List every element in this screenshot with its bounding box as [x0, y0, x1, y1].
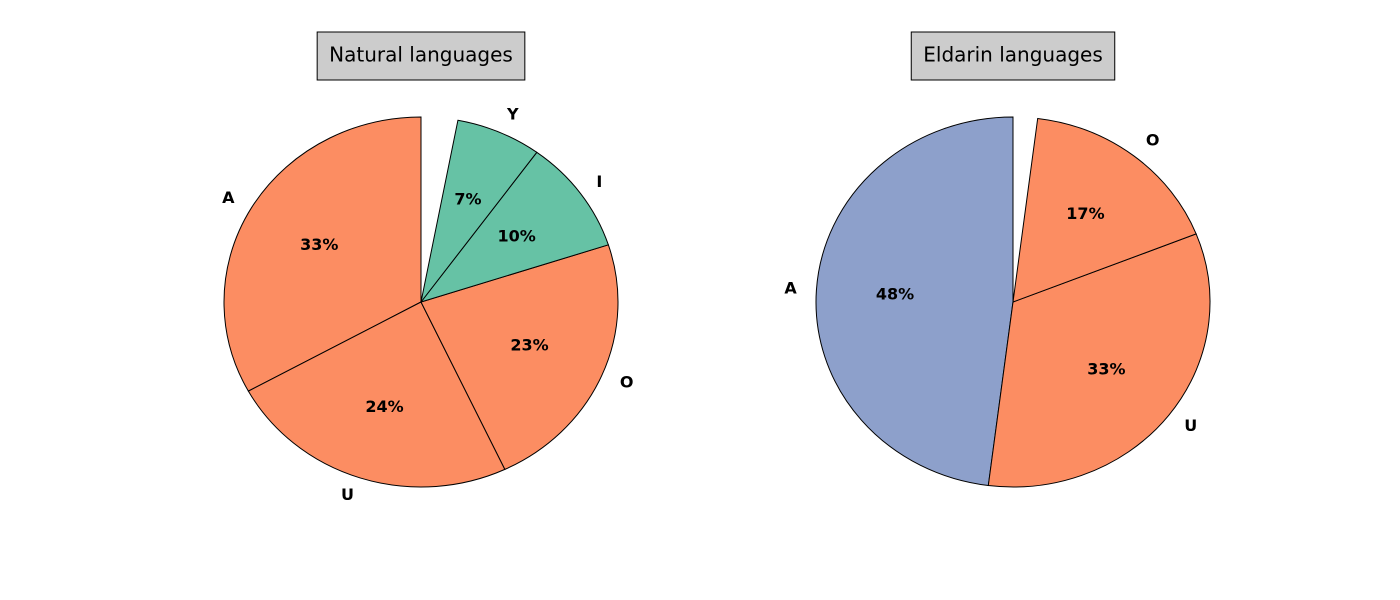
pie-wedge — [420, 244, 619, 471]
value-label: 33% — [300, 235, 338, 254]
title-box — [316, 31, 526, 81]
category-label: O — [620, 372, 634, 391]
value-label: 23% — [510, 336, 548, 355]
pie-wedge — [1012, 117, 1197, 303]
pie-wedge — [987, 233, 1211, 488]
pie-wedge — [815, 116, 1014, 487]
category-label: O — [1146, 131, 1160, 150]
pie-wedge — [247, 301, 506, 488]
value-label: 7% — [454, 190, 481, 209]
category-label: U — [341, 485, 354, 504]
value-label: 48% — [876, 285, 914, 304]
value-label: 33% — [1087, 360, 1125, 379]
category-label: I — [596, 172, 602, 191]
value-label: 24% — [365, 397, 403, 416]
chart-title: Eldarin languages — [923, 43, 1103, 67]
category-label: A — [784, 279, 797, 298]
title-box — [910, 31, 1116, 81]
value-label: 10% — [497, 226, 535, 245]
pie-wedge — [420, 119, 538, 303]
chart-title: Natural languages — [329, 43, 513, 67]
category-label: Y — [506, 105, 519, 124]
value-label: 17% — [1066, 204, 1104, 223]
pie-wedge — [223, 116, 422, 392]
category-label: U — [1184, 416, 1197, 435]
category-label: A — [222, 188, 235, 207]
pie-wedge — [419, 151, 610, 303]
